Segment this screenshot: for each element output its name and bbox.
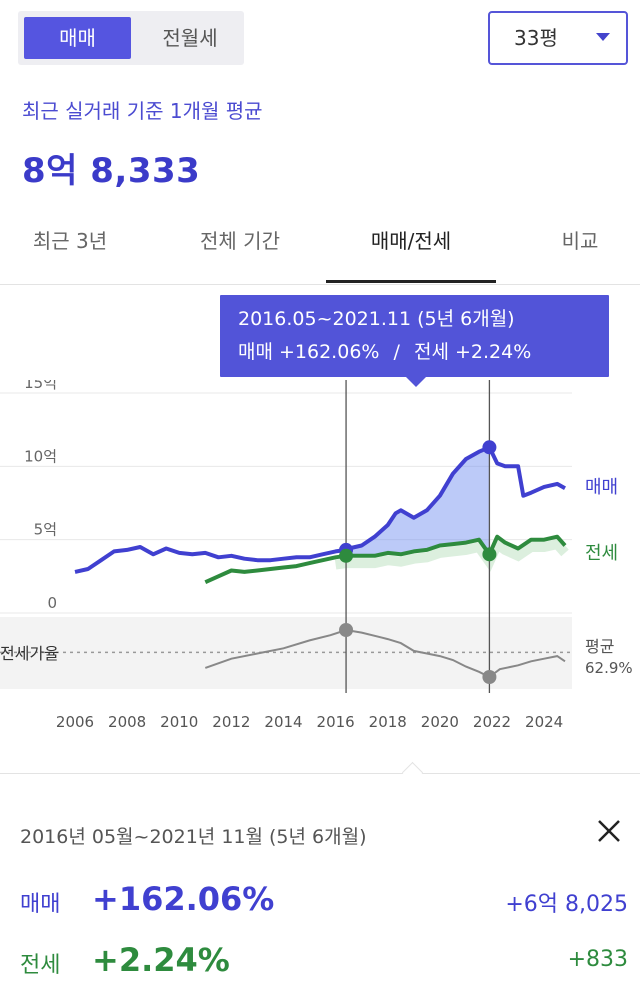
x-tick-label: 2018 [369, 713, 407, 731]
tab-recent-3-years[interactable]: 최근 3년 [32, 229, 108, 253]
detail-sale-label: 매매 [20, 892, 61, 917]
detail-sale-pct: +162.06% [92, 880, 275, 918]
tab-compare[interactable]: 비교 [561, 229, 599, 253]
jeonse-series-label: 전세 [585, 543, 618, 564]
jeonse-marker [339, 548, 354, 563]
area-size-value: 33평 [514, 26, 558, 50]
tab-all-period[interactable]: 전체 기간 [200, 229, 280, 253]
ratio-marker [482, 670, 497, 684]
tooltip-changes: 매매 +162.06% / 전세 +2.24% [238, 336, 591, 369]
tooltip-period: 2016.05~2021.11 (5년 6개월) [238, 308, 515, 330]
close-icon[interactable] [594, 816, 624, 846]
ratio-series-label: 전세가율 [0, 644, 59, 663]
ratio-series-line [204, 628, 566, 679]
deal-type-sale-button[interactable]: 매매 [24, 17, 131, 59]
detail-jeonse-amount: +833 [567, 947, 628, 972]
tooltip-sale-change: 매매 +162.06% [238, 341, 380, 363]
x-axis-labels: 2006 2008 2010 2012 2014 2016 2018 2020 2022 2024 [56, 713, 563, 731]
tooltip-separator: / [393, 341, 400, 363]
y-tick-label: 15억 [24, 380, 57, 392]
sale-series-label: 매매 [585, 477, 618, 498]
detail-period: 2016년 05월~2021년 11월 (5년 6개월) [20, 826, 367, 848]
tooltip-jeonse-change: 전세 +2.24% [413, 341, 532, 363]
chevron-down-icon [596, 33, 610, 41]
deal-type-rent-button[interactable]: 전월세 [162, 26, 218, 50]
selection-markers [339, 440, 497, 684]
x-tick-label: 2014 [264, 713, 302, 731]
y-axis-labels: 15억 10억 5억 0 [24, 380, 57, 612]
ratio-average-value: 62.9% [585, 659, 633, 677]
x-tick-label: 2008 [108, 713, 146, 731]
detail-jeonse-pct: +2.24% [92, 941, 230, 979]
x-tick-label: 2020 [421, 713, 459, 731]
area-size-select[interactable]: 33평 [488, 11, 628, 65]
x-tick-label: 2022 [473, 713, 511, 731]
x-tick-label: 2024 [525, 713, 563, 731]
range-tooltip: 2016.05~2021.11 (5년 6개월) 매매 +162.06% / 전… [220, 295, 609, 387]
jeonse-range-band [334, 536, 569, 572]
ratio-average-label: 평균 [585, 637, 614, 656]
detail-sale-amount: +6억 8,025 [505, 892, 628, 917]
sale-marker [482, 440, 497, 455]
deal-type-toggle: 매매 전월세 [18, 11, 244, 65]
jeonse-series-line [204, 534, 567, 585]
x-tick-label: 2016 [317, 713, 355, 731]
section-divider [0, 773, 640, 774]
x-tick-label: 2010 [160, 713, 198, 731]
y-tick-label: 10억 [24, 447, 57, 465]
jeonse-marker [482, 547, 497, 562]
price-basis-label: 최근 실거래 기준 1개월 평균 [22, 99, 263, 123]
y-tick-label: 5억 [34, 521, 57, 539]
x-tick-label: 2006 [56, 713, 94, 731]
period-tabs: 최근 3년 전체 기간 매매/전세 비교 [0, 210, 640, 285]
tab-sale-jeonse[interactable]: 매매/전세 [326, 210, 496, 283]
y-tick-label: 0 [47, 594, 57, 612]
ratio-marker [339, 623, 354, 637]
detail-jeonse-label: 전세 [20, 953, 61, 978]
x-tick-label: 2012 [212, 713, 250, 731]
average-price: 8억 8,333 [22, 151, 201, 191]
divider-pointer [401, 761, 424, 784]
